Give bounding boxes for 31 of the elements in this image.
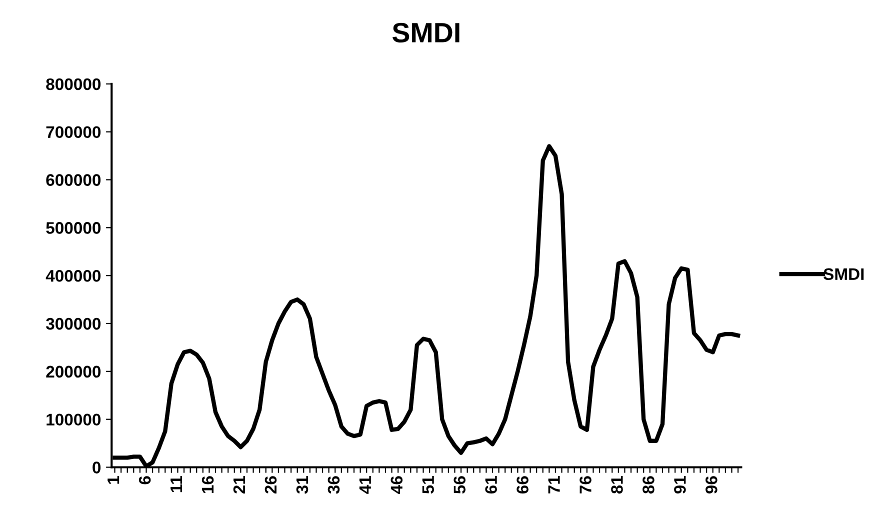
y-tick-label: 700000 (46, 126, 101, 138)
x-tick-label: 46 (390, 476, 403, 494)
y-tick-label: 300000 (46, 318, 101, 330)
y-tick-label: 800000 (46, 78, 101, 90)
x-tick-label: 1 (108, 476, 120, 484)
x-tick-label: 36 (328, 476, 340, 494)
y-tick-label: 600000 (46, 174, 101, 186)
y-tick-label: 0 (92, 462, 101, 474)
y-tick-label: 100000 (46, 414, 101, 426)
legend-label: SMDI (824, 268, 864, 280)
x-tick-label: 76 (580, 476, 592, 494)
x-tick-label: 96 (706, 476, 718, 494)
x-tick-label: 31 (296, 476, 308, 494)
x-tick-label: 71 (548, 476, 560, 494)
x-tick-label: 26 (264, 476, 277, 494)
chart-title: SMDI (392, 22, 460, 43)
x-tick-label: 6 (138, 476, 151, 484)
x-tick-label: 56 (454, 476, 466, 494)
x-tick-label: 11 (170, 476, 182, 492)
x-tick-label: 86 (642, 476, 654, 494)
x-tick-label: 66 (516, 476, 528, 494)
x-tick-label: 81 (611, 476, 623, 494)
x-tick-label: 41 (359, 476, 371, 494)
y-tick-label: 500000 (46, 222, 101, 234)
y-tick-label: 400000 (46, 270, 101, 282)
x-tick-label: 51 (422, 476, 434, 494)
y-tick-label: 200000 (46, 366, 101, 378)
x-tick-label: 21 (233, 476, 245, 494)
x-tick-label: 61 (485, 476, 497, 494)
x-tick-label: 91 (674, 476, 686, 494)
x-tick-label: 16 (202, 476, 214, 494)
